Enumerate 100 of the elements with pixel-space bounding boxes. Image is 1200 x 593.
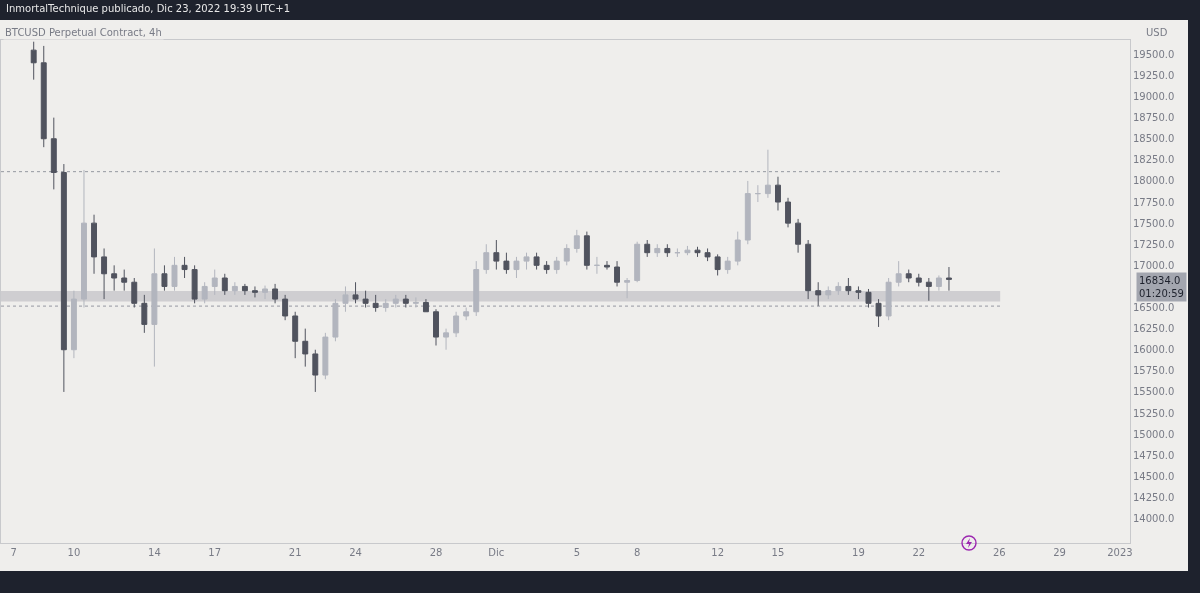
candlestick <box>60 163 67 393</box>
x-tick-label: 2023 <box>1107 547 1133 558</box>
candlestick <box>493 239 500 271</box>
candlestick <box>282 294 289 321</box>
candlestick <box>70 290 77 359</box>
candlestick <box>553 256 560 275</box>
candlestick <box>322 332 329 380</box>
x-tick-label: 10 <box>67 547 81 558</box>
x-tick-label: 22 <box>912 547 926 558</box>
y-tick-label: 17750.0 <box>1133 196 1175 208</box>
candlestick <box>945 266 952 292</box>
candlestick <box>422 298 429 313</box>
candlestick <box>91 214 97 275</box>
y-tick-label: 14000.0 <box>1133 513 1175 525</box>
candlestick <box>101 247 108 300</box>
candlestick <box>614 260 621 287</box>
y-tick-label: 16000.0 <box>1133 344 1175 356</box>
candlestick <box>925 277 932 302</box>
candlestick <box>30 41 37 81</box>
y-tick-label: 17250.0 <box>1133 238 1175 250</box>
candlestick <box>634 241 641 283</box>
candlestick <box>141 294 148 334</box>
y-tick-label: 15750.0 <box>1133 365 1175 377</box>
candlestick <box>342 285 349 313</box>
candlestick <box>543 260 550 275</box>
candlestick <box>221 273 228 296</box>
candlestick <box>583 231 590 271</box>
y-tick-label: 17000.0 <box>1133 259 1175 271</box>
candlestick <box>593 256 600 275</box>
candlestick <box>563 243 570 266</box>
candlestick <box>382 298 389 313</box>
candlestick <box>312 349 319 393</box>
candlestick <box>805 239 812 300</box>
candlestick <box>905 269 912 283</box>
candlestick <box>704 247 711 262</box>
x-tick-label: 28 <box>429 547 443 558</box>
candlestick <box>865 288 872 309</box>
candlestick <box>513 256 520 279</box>
x-tick-label: 8 <box>633 547 641 558</box>
candlestick <box>815 281 822 307</box>
candlestick <box>875 298 882 328</box>
candlestick <box>433 308 439 347</box>
candlestick <box>604 260 610 271</box>
candlestick <box>181 256 188 279</box>
candlestick <box>654 243 661 258</box>
candlestick <box>332 298 339 342</box>
candlestick <box>302 328 309 368</box>
candlestick <box>523 252 530 271</box>
y-tick-label: 16500.0 <box>1133 302 1175 314</box>
y-tick-label: 18750.0 <box>1133 112 1175 124</box>
candlestick <box>252 285 258 298</box>
candlestick <box>795 218 802 254</box>
candlestick <box>81 169 87 309</box>
candlestick <box>392 294 399 309</box>
candlestick <box>412 296 419 309</box>
candlestick <box>624 277 631 299</box>
candlestick <box>734 231 741 266</box>
candlestick <box>573 229 580 254</box>
y-tick-label: 18250.0 <box>1133 154 1175 166</box>
candlestick <box>845 277 852 296</box>
candlestick <box>835 281 842 296</box>
x-tick-label: 21 <box>288 547 302 558</box>
candlestick <box>915 273 922 287</box>
x-tick-label: 17 <box>208 547 222 558</box>
x-tick-label: 14 <box>148 547 161 558</box>
candlestick <box>754 184 761 203</box>
text: 16834.0 <box>1139 275 1181 286</box>
text: 01:20:59 <box>1139 288 1184 299</box>
y-tick-label: 19500.0 <box>1133 48 1175 60</box>
y-tick-label: 14500.0 <box>1133 470 1175 482</box>
candlestick <box>764 149 771 199</box>
candlestick <box>694 246 701 258</box>
candlestick <box>272 283 279 304</box>
candlestick <box>453 311 460 338</box>
x-tick-label: 15 <box>771 547 785 558</box>
candlestick <box>171 256 178 292</box>
candlestick <box>463 307 470 321</box>
candlestick <box>121 269 128 292</box>
candlestick <box>201 281 208 304</box>
y-tick-label: 14750.0 <box>1133 449 1175 461</box>
candlestick <box>473 260 480 317</box>
x-tick-label: 19 <box>852 547 865 558</box>
candlestick <box>111 264 118 292</box>
x-tick-label: 26 <box>992 547 1006 558</box>
y-tick-label: 18000.0 <box>1133 175 1175 187</box>
candlestick <box>161 264 168 292</box>
candlestick <box>191 264 198 304</box>
candlestick <box>131 277 138 309</box>
candlestick <box>664 243 671 258</box>
candlestick <box>483 243 490 275</box>
y-tick-label: 15500.0 <box>1133 386 1175 398</box>
candlestick <box>292 311 299 359</box>
y-tick-label: 19000.0 <box>1133 91 1175 103</box>
candlestick <box>402 294 409 309</box>
candlestick <box>724 256 731 275</box>
candlestick <box>533 252 540 271</box>
candlestick <box>895 260 902 287</box>
x-tick-label: 5 <box>573 547 581 558</box>
x-tick-label: 24 <box>349 547 362 558</box>
x-tick-label: Dic <box>488 547 505 558</box>
